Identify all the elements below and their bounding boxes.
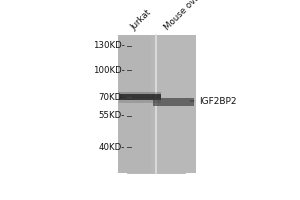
Bar <box>127 35 185 173</box>
Text: 70KD-: 70KD- <box>98 93 125 102</box>
Text: 100KD-: 100KD- <box>93 66 125 75</box>
Bar <box>119 97 161 103</box>
Bar <box>119 94 161 100</box>
Text: IGF2BP2: IGF2BP2 <box>199 97 237 106</box>
Text: Mouse ovary: Mouse ovary <box>163 0 208 32</box>
Bar <box>152 35 196 173</box>
Bar <box>153 98 194 106</box>
Text: Jurkat: Jurkat <box>129 8 153 32</box>
Text: 55KD-: 55KD- <box>98 111 125 120</box>
Bar <box>118 35 162 173</box>
Bar <box>119 92 161 98</box>
Text: 40KD-: 40KD- <box>98 143 125 152</box>
Text: 130KD-: 130KD- <box>93 41 125 50</box>
